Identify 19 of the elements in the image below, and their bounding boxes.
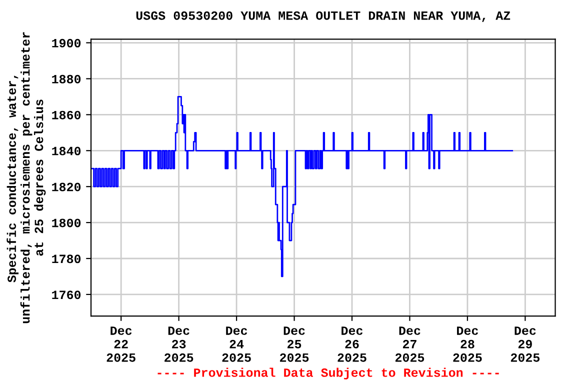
y-tick-label: 1860 bbox=[52, 110, 81, 120]
y-axis-title: Specific conductance, water, unfiltered, microsiemens per centimeter at 25 degrees Celsius bbox=[6, 32, 46, 324]
y-tick-label: 1900 bbox=[52, 38, 81, 48]
x-tick-label: Dec 23 2025 bbox=[164, 326, 194, 362]
chart-title: USGS 09530200 YUMA MESA OUTLET DRAIN NEAR YUMA, AZ bbox=[136, 11, 510, 22]
x-tick-label: Dec 27 2025 bbox=[395, 326, 424, 362]
x-tick-label: Dec 28 2025 bbox=[453, 326, 482, 362]
y-tick-label: 1880 bbox=[52, 74, 81, 84]
x-tick-label: Dec 22 2025 bbox=[106, 326, 136, 362]
x-tick-label: Dec 24 2025 bbox=[222, 326, 251, 362]
x-tick-label: Dec 29 2025 bbox=[510, 326, 540, 362]
y-tick-label: 1840 bbox=[52, 146, 81, 156]
x-tick-label: Dec 25 2025 bbox=[280, 326, 309, 362]
y-tick-label: 1820 bbox=[52, 182, 81, 192]
y-tick-label: 1780 bbox=[52, 254, 81, 264]
x-tick-label: Dec 26 2025 bbox=[338, 326, 366, 362]
y-tick-label: 1760 bbox=[52, 290, 81, 300]
y-tick-label: 1800 bbox=[52, 218, 81, 228]
text: ---- Provisional Data Subject to Revision ---- bbox=[158, 368, 499, 380]
